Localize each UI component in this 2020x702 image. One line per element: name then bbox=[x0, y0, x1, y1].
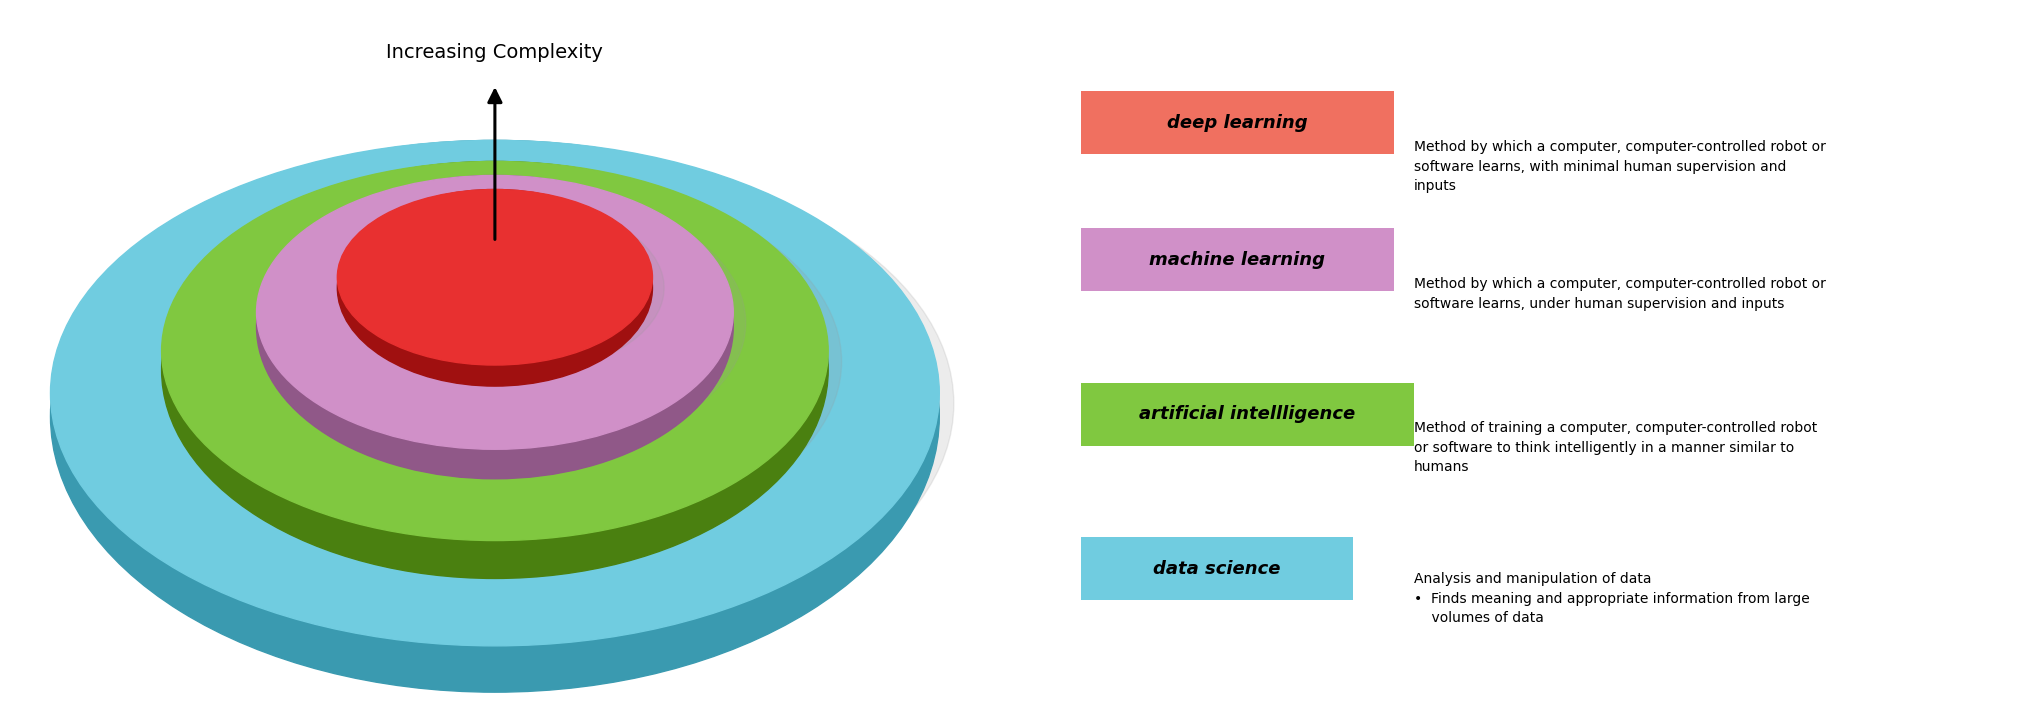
Text: machine learning: machine learning bbox=[1149, 251, 1325, 269]
Text: artificial intellligence: artificial intellligence bbox=[1139, 405, 1355, 423]
Ellipse shape bbox=[50, 140, 939, 692]
Text: Method by which a computer, computer-controlled robot or
software learns, with m: Method by which a computer, computer-con… bbox=[1414, 140, 1826, 193]
Ellipse shape bbox=[257, 176, 733, 449]
Ellipse shape bbox=[168, 170, 842, 553]
Ellipse shape bbox=[257, 176, 733, 479]
Text: Increasing Complexity: Increasing Complexity bbox=[386, 43, 604, 62]
Ellipse shape bbox=[162, 161, 828, 541]
Text: data science: data science bbox=[1153, 559, 1281, 578]
Text: Method of training a computer, computer-controlled robot
or software to think in: Method of training a computer, computer-… bbox=[1414, 421, 1818, 474]
Text: Analysis and manipulation of data
•  Finds meaning and appropriate information f: Analysis and manipulation of data • Find… bbox=[1414, 572, 1810, 625]
Ellipse shape bbox=[345, 199, 665, 376]
Text: deep learning: deep learning bbox=[1168, 114, 1307, 132]
FancyBboxPatch shape bbox=[1081, 91, 1394, 154]
Ellipse shape bbox=[57, 148, 953, 659]
FancyBboxPatch shape bbox=[1081, 228, 1394, 291]
Ellipse shape bbox=[265, 185, 745, 461]
Ellipse shape bbox=[337, 190, 652, 365]
FancyBboxPatch shape bbox=[1081, 383, 1414, 446]
Text: Method by which a computer, computer-controlled robot or
software learns, under : Method by which a computer, computer-con… bbox=[1414, 277, 1826, 311]
FancyBboxPatch shape bbox=[1081, 537, 1353, 600]
Ellipse shape bbox=[162, 161, 828, 578]
Ellipse shape bbox=[337, 190, 652, 386]
Ellipse shape bbox=[50, 140, 939, 646]
